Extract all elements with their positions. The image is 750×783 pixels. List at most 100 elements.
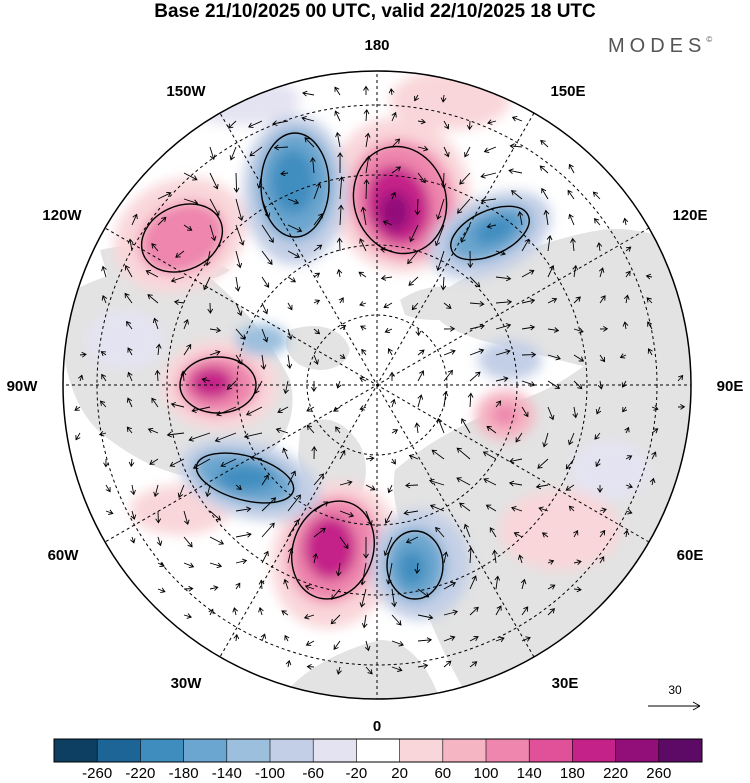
modes-logo: MODES© bbox=[608, 35, 712, 58]
wind-arrow bbox=[177, 484, 185, 499]
colorbar-swatch bbox=[572, 739, 617, 762]
wind-arrow bbox=[597, 485, 603, 493]
wind-arrow bbox=[391, 429, 399, 435]
wind-arrow bbox=[547, 584, 556, 590]
lon-label-120w: 120W bbox=[42, 207, 82, 224]
wind-arrow bbox=[192, 458, 211, 469]
wind-arrow bbox=[191, 406, 211, 414]
lon-label-60w: 60W bbox=[48, 547, 80, 564]
wind-arrow bbox=[443, 349, 456, 356]
wind-arrow bbox=[436, 250, 445, 271]
wind-arrow bbox=[622, 321, 629, 330]
wind-arrow bbox=[537, 458, 549, 469]
wind-arrow bbox=[338, 204, 344, 226]
anomaly-pos-siberia-inner bbox=[491, 404, 519, 426]
wind-arrow bbox=[391, 166, 402, 174]
wind-arrow bbox=[183, 510, 190, 526]
wind-arrow bbox=[209, 224, 217, 242]
wind-arrow bbox=[287, 494, 302, 512]
wind-arrow bbox=[411, 302, 419, 311]
wind-arrow bbox=[275, 427, 289, 434]
wind-arrow bbox=[365, 455, 375, 462]
wind-arrow bbox=[235, 302, 243, 317]
wind-arrow bbox=[203, 276, 211, 291]
wind-arrow bbox=[363, 85, 369, 95]
colorbar-swatch bbox=[183, 739, 228, 762]
meridian-150e-30w bbox=[219, 112, 535, 658]
wind-arrow bbox=[361, 348, 367, 356]
wind-arrow bbox=[364, 640, 371, 652]
wind-arrow bbox=[312, 553, 319, 564]
wind-arrow bbox=[440, 276, 447, 291]
wind-arrow bbox=[98, 430, 107, 437]
wind-arrow bbox=[407, 250, 419, 265]
wind-arrow bbox=[216, 406, 237, 417]
wind-arrow bbox=[596, 242, 603, 252]
wind-arrow bbox=[334, 86, 341, 96]
wind-reference-label: 30 bbox=[668, 683, 682, 697]
wind-arrow bbox=[592, 191, 601, 200]
wind-arrow bbox=[124, 264, 133, 278]
wind-arrow bbox=[336, 666, 342, 675]
wind-arrow bbox=[305, 640, 315, 646]
wind-arrow bbox=[157, 191, 172, 200]
wind-arrow bbox=[594, 432, 601, 440]
wind-arrow bbox=[313, 501, 329, 512]
wind-arrow bbox=[677, 374, 684, 382]
wind-arrow bbox=[390, 398, 396, 408]
wind-arrow bbox=[415, 328, 422, 337]
wind-arrow bbox=[287, 547, 294, 564]
wind-arrow bbox=[157, 587, 166, 594]
wind-arrow bbox=[180, 370, 187, 382]
wind-arrow bbox=[209, 536, 225, 545]
anomaly-pos-canada-inner bbox=[190, 367, 234, 399]
wind-arrow bbox=[214, 432, 237, 443]
wind-arrow bbox=[568, 163, 575, 174]
wind-arrow bbox=[101, 295, 108, 304]
wind-arrow bbox=[443, 146, 450, 158]
wind-arrow bbox=[622, 217, 629, 226]
graticule bbox=[63, 71, 691, 699]
contour-lines bbox=[140, 132, 530, 600]
wind-arrow bbox=[595, 406, 602, 415]
wind-arrow bbox=[568, 213, 575, 226]
wind-arrow bbox=[443, 660, 452, 668]
wind-arrow bbox=[338, 176, 345, 200]
colorbar-swatch bbox=[313, 739, 357, 762]
wind-arrow bbox=[365, 666, 373, 675]
colorbar-tick-label: 20 bbox=[391, 765, 408, 782]
colorbar-tick-label: -20 bbox=[346, 765, 368, 782]
wind-arrow bbox=[495, 299, 513, 305]
colorbar-tick-label: -140 bbox=[212, 765, 242, 782]
wind-arrow bbox=[624, 426, 630, 434]
wind-arrow bbox=[647, 348, 653, 356]
wind-arrow bbox=[205, 484, 211, 498]
wind-arrow bbox=[442, 551, 449, 564]
wind-arrow bbox=[464, 146, 471, 158]
wind-arrow bbox=[233, 172, 240, 193]
brand-mark: © bbox=[706, 35, 713, 44]
wind-arrow bbox=[547, 406, 555, 421]
wind-arrow bbox=[365, 155, 372, 174]
wind-arrow bbox=[147, 427, 159, 434]
wind-arrow bbox=[521, 269, 535, 278]
wind-arrow bbox=[226, 380, 237, 390]
wind-arrow bbox=[103, 458, 109, 468]
wind-arrow bbox=[391, 111, 397, 122]
wind-arrow bbox=[207, 302, 214, 314]
wind-arrow bbox=[382, 220, 393, 226]
lon-label-90e: 90E bbox=[717, 378, 744, 395]
wind-arrow bbox=[363, 537, 369, 559]
wind-arrow bbox=[623, 294, 630, 304]
wind-arrow bbox=[337, 152, 343, 174]
wind-arrow bbox=[280, 170, 289, 177]
wind-arrow bbox=[483, 478, 497, 486]
wind-arrow bbox=[405, 482, 419, 489]
wind-arrow bbox=[235, 558, 248, 565]
wind-arrow bbox=[443, 120, 450, 130]
wind-arrow bbox=[361, 614, 368, 629]
wind-arrow bbox=[359, 301, 367, 307]
wind-arrow bbox=[543, 209, 550, 226]
wind-arrow bbox=[521, 298, 536, 304]
